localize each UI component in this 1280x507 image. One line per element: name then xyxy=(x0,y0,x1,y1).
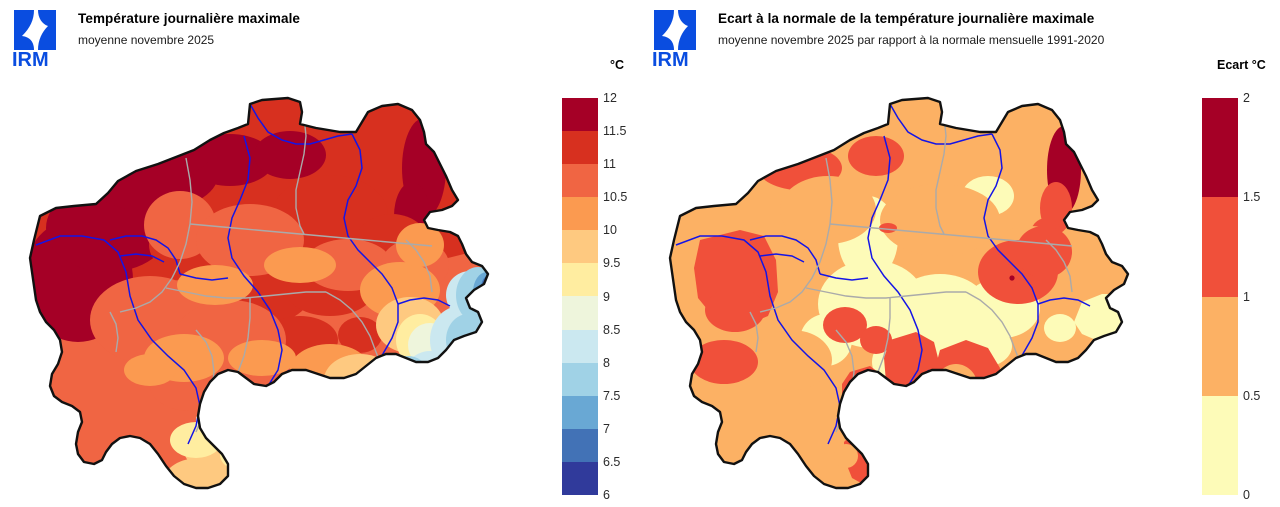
belgium-map-temperature xyxy=(0,40,560,507)
page-subtitle: moyenne novembre 2025 xyxy=(78,33,215,47)
colorbar-title: °C xyxy=(610,58,625,72)
colorbar-tick-label: 12 xyxy=(603,91,617,105)
colorbar-tick-label: 9.5 xyxy=(603,256,621,271)
colorbar-band xyxy=(562,230,598,264)
colorbar-band xyxy=(562,197,598,231)
colorbar-strip xyxy=(562,98,598,495)
colorbar-band xyxy=(562,362,598,396)
colorbar-tick-label: 9 xyxy=(603,289,610,304)
colorbar-band xyxy=(562,164,598,198)
colorbar-tick-label: 8 xyxy=(603,355,610,370)
colorbar-band xyxy=(1202,395,1238,495)
colorbar-ticks: 2 1.5 1 0.5 0 xyxy=(1243,0,1280,507)
colorbar-tick-label: 0.5 xyxy=(1243,388,1261,403)
irm-logo: IRM xyxy=(8,6,70,68)
panel-temperature-anomaly: IRM Ecart à la normale de la température… xyxy=(640,0,1280,507)
colorbar-title: Ecart °C xyxy=(1217,58,1266,72)
colorbar-tick-label: 8.5 xyxy=(603,322,621,337)
colorbar-band xyxy=(562,395,598,429)
colorbar-strip xyxy=(1202,98,1238,495)
colorbar-band xyxy=(562,329,598,363)
colorbar-band xyxy=(562,296,598,330)
colorbar-tick-label: 7.5 xyxy=(603,388,621,403)
colorbar-tick-label: 10.5 xyxy=(603,190,628,205)
colorbar-band xyxy=(562,98,598,132)
country-outline xyxy=(668,96,1130,490)
page-subtitle: moyenne novembre 2025 par rapport à la n… xyxy=(718,33,1105,47)
colorbar-ticks: 12 11.5 11 10.5 10 9.5 9 8.5 8 7.5 7 6.5 6 xyxy=(603,0,651,507)
irm-logo: IRM xyxy=(648,6,710,68)
colorbar-band xyxy=(1202,296,1238,396)
colorbar-band xyxy=(1202,197,1238,297)
belgium-map-anomaly xyxy=(640,40,1200,507)
colorbar-band xyxy=(562,131,598,165)
map-contour-fills xyxy=(30,98,488,488)
country-outline xyxy=(28,96,490,490)
left-panel-titles: Température journalière maximale moyenne… xyxy=(78,10,300,48)
right-panel-titles: Ecart à la normale de la température jou… xyxy=(718,10,1104,48)
colorbar-temperature: °C 12 11.5 11 10.5 10 9.5 9 8.5 8 7.5 7 6.5 6 xyxy=(555,0,645,507)
svg-text:IRM: IRM xyxy=(652,49,689,68)
province-borders-layer xyxy=(749,98,1073,433)
page-title: Température journalière maximale xyxy=(78,11,301,26)
page-title: Ecart à la normale de la température jou… xyxy=(718,11,1095,26)
panel-temperature-max: IRM Température journalière maximale moy… xyxy=(0,6,560,507)
colorbar-tick-label: 10 xyxy=(603,223,617,238)
map-contour-fills xyxy=(670,98,1128,488)
colorbar-band xyxy=(562,263,598,297)
colorbar-tick-label: 7 xyxy=(603,421,610,436)
colorbar-anomaly: Ecart °C 2 1.5 1 0.5 0 xyxy=(1195,0,1280,507)
colorbar-band xyxy=(562,461,598,495)
colorbar-band xyxy=(562,428,598,462)
colorbar-tick-label: 2 xyxy=(1243,91,1250,105)
colorbar-band xyxy=(1202,98,1238,198)
colorbar-tick-label: 1.5 xyxy=(1243,190,1261,205)
colorbar-tick-label: 1 xyxy=(1243,289,1250,304)
colorbar-tick-label: 11 xyxy=(603,157,616,172)
colorbar-tick-label: 6.5 xyxy=(603,454,621,469)
svg-text:IRM: IRM xyxy=(12,49,49,68)
colorbar-tick-label: 6 xyxy=(603,488,610,502)
colorbar-tick-label: 11.5 xyxy=(603,124,627,139)
colorbar-tick-label: 0 xyxy=(1243,488,1250,502)
